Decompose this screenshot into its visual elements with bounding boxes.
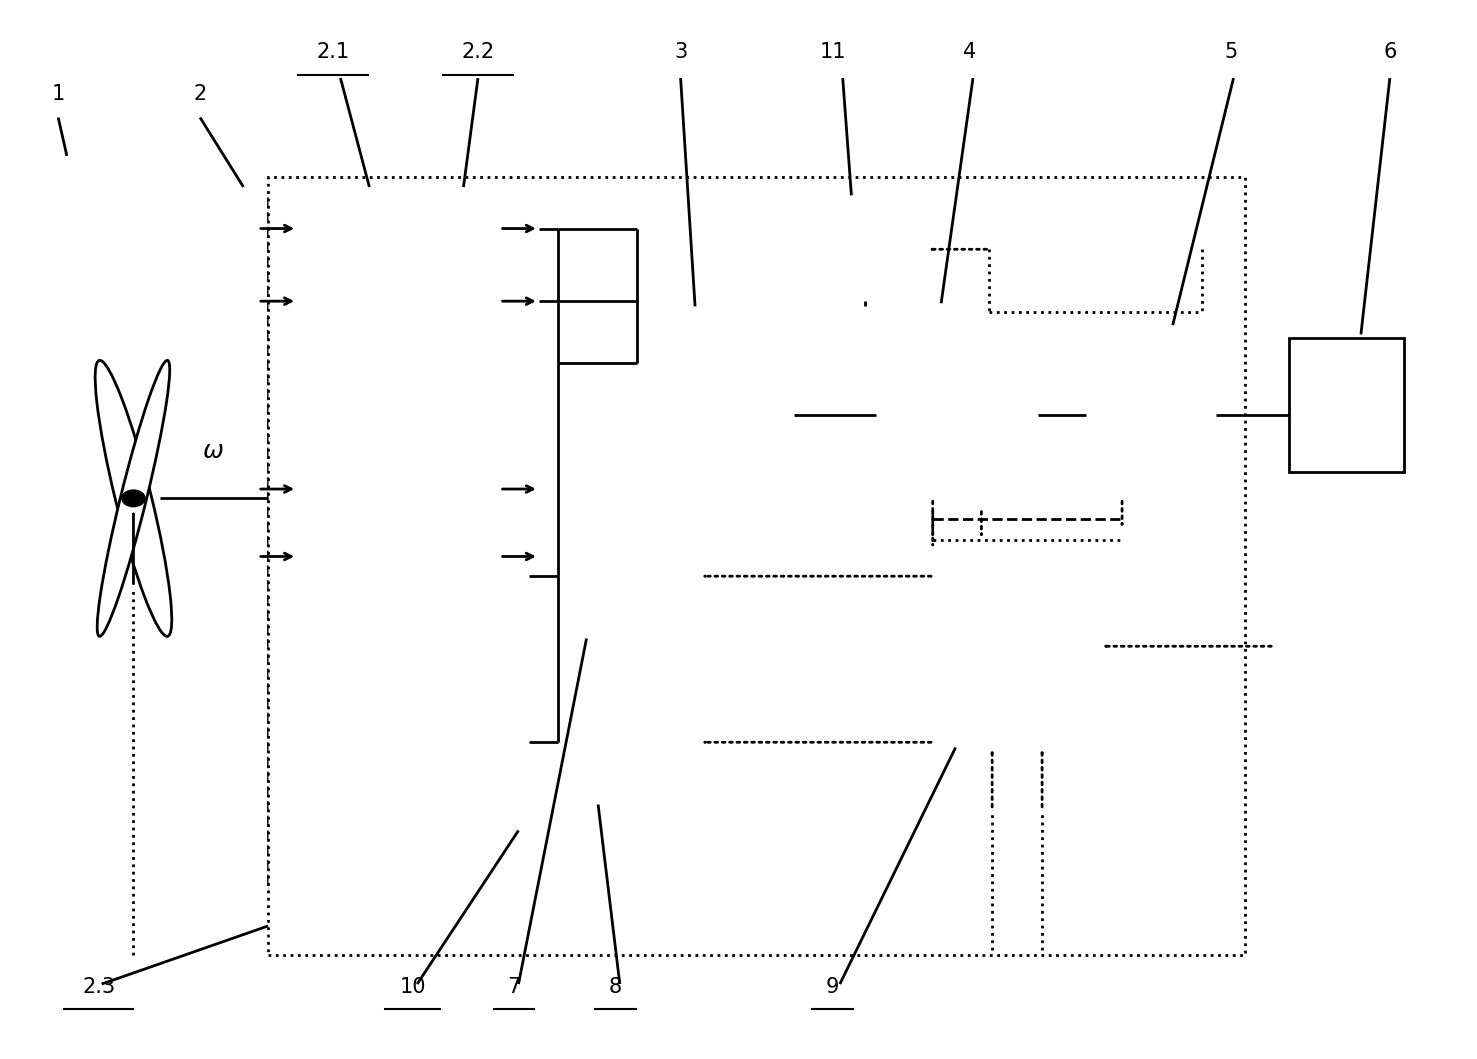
Bar (304, 270, 492, 333)
Bar (1086, 327, 1216, 483)
Bar (304, 526, 492, 587)
Text: 7: 7 (508, 976, 521, 997)
Text: 1: 1 (52, 84, 65, 104)
Text: 2.3: 2.3 (83, 976, 115, 997)
Ellipse shape (95, 360, 171, 636)
Text: 9: 9 (826, 976, 839, 997)
Text: 8: 8 (609, 976, 622, 997)
Text: 2.1: 2.1 (316, 42, 350, 62)
Text: 2.2: 2.2 (461, 42, 495, 62)
Circle shape (123, 490, 145, 506)
Bar (304, 459, 492, 519)
Bar (933, 545, 1100, 748)
Text: 11: 11 (820, 42, 846, 62)
Bar (803, 197, 926, 301)
Bar (876, 306, 1038, 503)
Bar (1288, 338, 1405, 472)
Text: $\omega$: $\omega$ (202, 441, 225, 463)
Bar (267, 192, 558, 887)
Bar (267, 177, 1245, 955)
Text: 6: 6 (1382, 42, 1397, 62)
Text: 4: 4 (963, 42, 976, 62)
Bar (312, 431, 487, 555)
Bar (529, 514, 700, 639)
Bar (304, 197, 492, 259)
Text: 2: 2 (193, 84, 207, 104)
Bar (637, 311, 793, 519)
Text: 10: 10 (400, 976, 425, 997)
Bar (529, 680, 700, 805)
Text: 3: 3 (674, 42, 687, 62)
Bar (484, 488, 761, 830)
Ellipse shape (97, 360, 170, 636)
Bar (292, 358, 507, 644)
Text: 5: 5 (1224, 42, 1238, 62)
